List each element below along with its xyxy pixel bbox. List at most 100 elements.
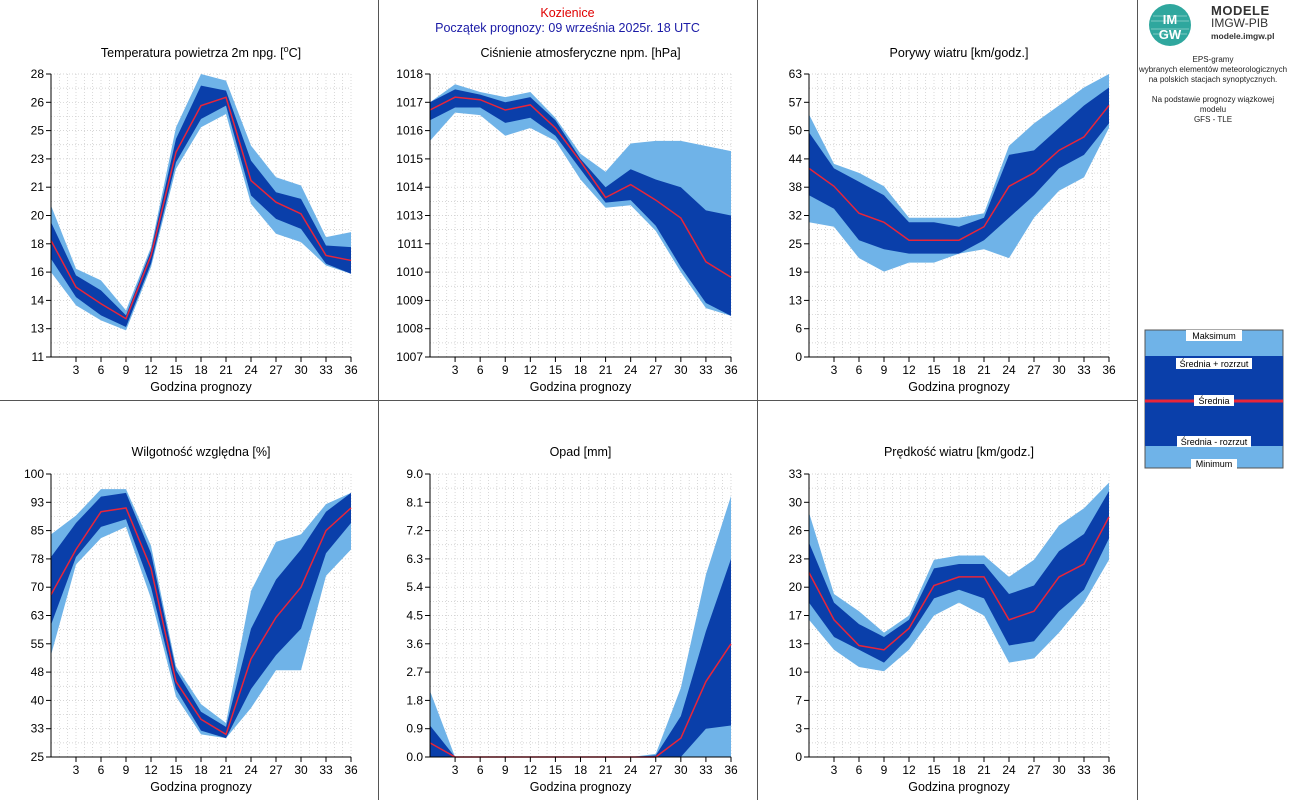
- x-tick-label: 24: [624, 763, 638, 777]
- y-tick-label: 14: [31, 293, 45, 307]
- x-tick-label: 21: [599, 763, 613, 777]
- y-tick-label: 13: [31, 322, 45, 336]
- x-tick-label: 3: [831, 363, 838, 377]
- y-tick-label: 1010: [396, 265, 423, 279]
- y-tick-label: 1017: [396, 95, 423, 109]
- chart-title: Ciśnienie atmosferyczne npm. [hPa]: [480, 46, 680, 60]
- x-tick-label: 33: [319, 363, 333, 377]
- y-tick-label: 17: [789, 609, 803, 623]
- y-tick-label: 57: [789, 95, 803, 109]
- x-tick-label: 36: [344, 363, 358, 377]
- y-tick-label: 9.0: [406, 467, 423, 481]
- y-tick-label: 85: [31, 524, 45, 538]
- x-tick-label: 3: [73, 363, 80, 377]
- chart-press: 1007 1008 1009 1010 1011 1013 1014 1015 1016 1017…: [396, 46, 738, 394]
- x-tick-label: 9: [502, 763, 509, 777]
- x-tick-label: 15: [927, 763, 941, 777]
- y-tick-label: 1.8: [406, 693, 423, 707]
- legend-mean-label: Średnia: [1198, 395, 1229, 406]
- info-line: Na podstawie prognozy wiązkowej modelu: [1151, 95, 1275, 114]
- logo-text: MODELE IMGW-PIB modele.imgw.pl: [1211, 4, 1274, 43]
- band-mean-spread: [51, 492, 351, 739]
- x-tick-label: 6: [477, 763, 484, 777]
- x-tick-label: 27: [269, 763, 283, 777]
- x-tick-label: 24: [624, 363, 638, 377]
- x-tick-label: 33: [1077, 363, 1091, 377]
- y-tick-label: 16: [31, 265, 45, 279]
- x-tick-label: 6: [98, 763, 105, 777]
- x-tick-label: 9: [881, 363, 888, 377]
- logo-title: MODELE: [1211, 3, 1270, 18]
- y-tick-label: 55: [31, 637, 45, 651]
- x-tick-label: 3: [831, 763, 838, 777]
- y-tick-label: 5.4: [406, 580, 423, 594]
- x-tick-label: 27: [649, 363, 663, 377]
- y-tick-label: 21: [31, 180, 45, 194]
- info-line: GFS - TLE: [1193, 115, 1233, 124]
- x-tick-label: 27: [649, 763, 663, 777]
- x-tick-label: 6: [856, 363, 863, 377]
- y-tick-label: 44: [789, 152, 803, 166]
- y-tick-label: 33: [789, 467, 803, 481]
- x-tick-label: 18: [574, 763, 588, 777]
- y-tick-label: 26: [31, 95, 45, 109]
- y-tick-label: 1015: [396, 152, 423, 166]
- y-tick-label: 7: [795, 693, 802, 707]
- y-tick-label: 30: [789, 495, 803, 509]
- x-tick-label: 3: [452, 763, 459, 777]
- x-tick-label: 33: [699, 763, 713, 777]
- y-tick-label: 32: [789, 209, 803, 223]
- x-tick-label: 36: [724, 363, 738, 377]
- x-tick-label: 24: [244, 763, 258, 777]
- y-tick-label: 63: [789, 67, 803, 81]
- y-tick-label: 1018: [396, 67, 423, 81]
- x-tick-label: 9: [502, 363, 509, 377]
- x-tick-label: 9: [881, 763, 888, 777]
- y-tick-label: 23: [789, 552, 803, 566]
- x-tick-label: 27: [1027, 763, 1041, 777]
- station-name: Kozienice: [540, 6, 595, 20]
- y-tick-label: 8.1: [406, 495, 423, 509]
- x-tick-label: 21: [977, 363, 991, 377]
- x-tick-label: 21: [599, 363, 613, 377]
- y-tick-label: 26: [789, 524, 803, 538]
- y-tick-label: 4.5: [406, 609, 423, 623]
- legend: Maksimum Średnia + rozrzut Średnia Średn…: [1144, 329, 1284, 469]
- info-line: na polskich stacjach synoptycznych.: [1148, 75, 1278, 84]
- x-tick-label: 30: [294, 763, 308, 777]
- x-tick-label: 21: [219, 763, 233, 777]
- x-tick-label: 6: [477, 363, 484, 377]
- y-tick-label: 1011: [397, 237, 423, 251]
- y-tick-label: 48: [31, 665, 45, 679]
- legend-mean-plus-label: Średnia + rozrzut: [1180, 358, 1249, 369]
- chart-title: Porywy wiatru [km/godz.]: [890, 46, 1029, 60]
- y-tick-label: 38: [789, 180, 803, 194]
- x-tick-label: 12: [902, 363, 916, 377]
- x-axis-label: Godzina prognozy: [908, 780, 1010, 794]
- x-tick-label: 33: [699, 363, 713, 377]
- x-tick-label: 30: [1052, 363, 1066, 377]
- y-tick-label: 0: [795, 350, 802, 364]
- x-axis-label: Godzina prognozy: [530, 380, 632, 394]
- x-tick-label: 15: [169, 763, 183, 777]
- x-tick-label: 18: [194, 763, 208, 777]
- y-tick-label: 6.3: [406, 552, 423, 566]
- chart-title: Wilgotność względna [%]: [132, 445, 271, 459]
- x-tick-label: 3: [73, 763, 80, 777]
- x-tick-label: 30: [674, 763, 688, 777]
- logo-url: modele.imgw.pl: [1211, 31, 1275, 41]
- y-tick-label: 33: [31, 722, 45, 736]
- x-tick-label: 9: [123, 363, 130, 377]
- y-tick-label: 13: [789, 293, 803, 307]
- y-tick-label: 3: [795, 722, 802, 736]
- y-tick-label: 1007: [396, 350, 423, 364]
- x-tick-label: 36: [724, 763, 738, 777]
- y-tick-label: 0.9: [406, 722, 423, 736]
- x-tick-label: 36: [1102, 363, 1116, 377]
- x-tick-label: 24: [1002, 763, 1016, 777]
- forecast-start: Początek prognozy: 09 września 2025r. 18…: [435, 21, 700, 35]
- x-tick-label: 12: [902, 763, 916, 777]
- y-tick-label: 20: [31, 209, 45, 223]
